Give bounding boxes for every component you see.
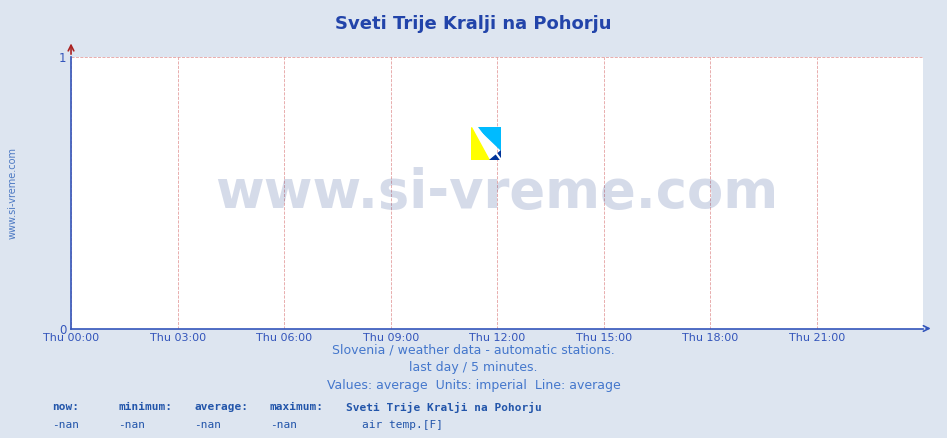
- Text: -nan: -nan: [270, 420, 297, 431]
- Text: www.si-vreme.com: www.si-vreme.com: [8, 147, 17, 239]
- Text: average:: average:: [194, 402, 248, 412]
- Text: now:: now:: [52, 402, 80, 412]
- Text: Slovenia / weather data - automatic stations.: Slovenia / weather data - automatic stat…: [332, 344, 615, 357]
- Text: Sveti Trije Kralji na Pohorju: Sveti Trije Kralji na Pohorju: [335, 15, 612, 33]
- Text: Values: average  Units: imperial  Line: average: Values: average Units: imperial Line: av…: [327, 379, 620, 392]
- Polygon shape: [489, 150, 501, 160]
- Polygon shape: [471, 127, 489, 160]
- Text: -nan: -nan: [118, 420, 146, 431]
- Polygon shape: [476, 127, 501, 150]
- Text: www.si-vreme.com: www.si-vreme.com: [216, 167, 778, 219]
- Text: last day / 5 minutes.: last day / 5 minutes.: [409, 361, 538, 374]
- Text: Sveti Trije Kralji na Pohorju: Sveti Trije Kralji na Pohorju: [346, 402, 542, 413]
- Text: minimum:: minimum:: [118, 402, 172, 412]
- Text: air temp.[F]: air temp.[F]: [362, 420, 443, 431]
- Text: -nan: -nan: [194, 420, 222, 431]
- Text: -nan: -nan: [52, 420, 80, 431]
- Text: maximum:: maximum:: [270, 402, 324, 412]
